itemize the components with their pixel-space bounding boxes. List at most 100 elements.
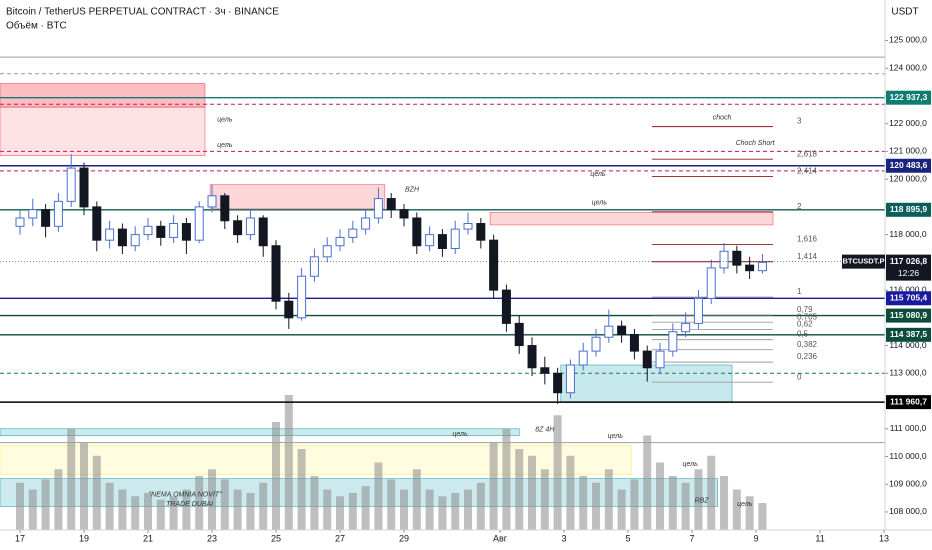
volume-bar bbox=[707, 455, 716, 530]
candle-body bbox=[604, 325, 614, 338]
fib-label: 2,414 bbox=[797, 167, 818, 176]
candle-body bbox=[553, 372, 563, 394]
volume-bar bbox=[400, 489, 409, 530]
volume-bar bbox=[668, 476, 677, 530]
annotation: цель bbox=[590, 171, 606, 178]
y-tick-label: 118 000,0 bbox=[889, 229, 926, 239]
annotation: choch bbox=[713, 114, 732, 121]
candle-body bbox=[527, 345, 537, 369]
zone bbox=[560, 364, 733, 403]
volume-bar bbox=[284, 395, 293, 530]
y-tick-label: 124 000,0 bbox=[889, 62, 927, 72]
candle-body bbox=[399, 209, 409, 219]
candle-body bbox=[361, 217, 371, 230]
volume-bar bbox=[16, 482, 25, 530]
price-tag-label: 115 080,9 bbox=[890, 310, 928, 320]
annotation: цель bbox=[217, 142, 233, 149]
annotation: цель bbox=[452, 431, 468, 438]
fib-label: 3 bbox=[797, 117, 802, 126]
x-tick-label: 25 bbox=[271, 533, 281, 543]
price-tag-label: 114 387,5 bbox=[890, 329, 928, 339]
volume-bar bbox=[156, 499, 165, 530]
volume-bar bbox=[220, 479, 229, 530]
x-tick-label: 5 bbox=[626, 533, 631, 543]
candle-body bbox=[130, 234, 140, 247]
y-tick-label: 116 000,0 bbox=[889, 284, 926, 294]
candle-body bbox=[412, 217, 422, 247]
candle-body bbox=[757, 261, 767, 272]
price-tag-label: 120 483,6 bbox=[890, 160, 928, 170]
volume-bar bbox=[412, 469, 421, 530]
price-tag bbox=[886, 202, 931, 217]
candle-body bbox=[233, 220, 243, 236]
symbol-tag bbox=[842, 254, 885, 269]
volume-bar bbox=[592, 482, 601, 530]
candle-body bbox=[117, 228, 127, 247]
chart-title: Bitcoin / TetherUS PERPETUAL CONTRACT · … bbox=[6, 7, 279, 18]
volume-bar bbox=[694, 469, 703, 530]
volume-bar bbox=[681, 482, 690, 530]
volume-bar bbox=[387, 479, 396, 530]
candle-body bbox=[79, 167, 89, 208]
volume-bar bbox=[451, 492, 460, 530]
countdown: 12:26 bbox=[898, 268, 920, 278]
fib-label: 0,5 bbox=[797, 330, 809, 339]
candle-body bbox=[693, 297, 703, 324]
price-tag bbox=[886, 90, 931, 105]
candle-body bbox=[489, 239, 499, 291]
y-tick-label: 111 000,0 bbox=[890, 423, 927, 433]
zone bbox=[0, 445, 632, 475]
volume-bar bbox=[566, 455, 575, 530]
volume-bar bbox=[105, 482, 114, 530]
x-tick-label: 11 bbox=[815, 533, 824, 543]
price-tag-label: 118 895,9 bbox=[890, 204, 928, 214]
annotation: TRADE DUBAI bbox=[166, 501, 213, 508]
price-tag-label: 122 937,3 bbox=[890, 92, 928, 102]
y-tick-label: 109 000,0 bbox=[889, 478, 927, 488]
fib-label: 1 bbox=[797, 287, 802, 296]
y-tick-label: 113 000,0 bbox=[889, 368, 926, 378]
volume-bar bbox=[131, 496, 140, 530]
x-tick-label: 13 bbox=[879, 533, 889, 543]
volume-bar bbox=[464, 489, 473, 530]
annotation: 8Z 4H bbox=[535, 427, 555, 434]
zone bbox=[0, 83, 206, 108]
candle-body bbox=[425, 234, 435, 247]
candle-body bbox=[181, 223, 191, 241]
candle-body bbox=[15, 217, 25, 227]
zone bbox=[0, 428, 520, 437]
candle-body bbox=[143, 225, 153, 236]
y-tick-label: 108 000,0 bbox=[889, 506, 927, 516]
y-tick-label: 114 000,0 bbox=[889, 340, 926, 350]
price-tag bbox=[886, 395, 931, 410]
fib-label: 0 bbox=[797, 372, 802, 381]
volume-bar bbox=[502, 428, 511, 530]
volume-bar bbox=[438, 496, 447, 530]
annotation: BZH bbox=[405, 186, 420, 193]
x-tick-label: 21 bbox=[143, 533, 153, 543]
volume-bar bbox=[310, 476, 319, 530]
x-tick-label: 27 bbox=[335, 533, 345, 543]
volume-bar bbox=[182, 489, 191, 530]
candle-body bbox=[681, 322, 691, 333]
annotation: цель bbox=[592, 200, 608, 207]
x-tick-label: 29 bbox=[399, 533, 409, 543]
candle-body bbox=[591, 336, 601, 352]
chart-subtitle: Объём · BTC bbox=[6, 20, 67, 32]
fib-label: 0,79 bbox=[797, 305, 813, 314]
annotation: RBZ bbox=[695, 498, 710, 505]
symbol-label: BTCUSDT.P bbox=[842, 257, 884, 266]
price-tag bbox=[886, 254, 931, 281]
fib-label: 2 bbox=[797, 202, 802, 211]
zone bbox=[0, 106, 206, 156]
fib-label: 0,382 bbox=[797, 340, 818, 349]
x-tick-label: 19 bbox=[79, 533, 89, 543]
candle-body bbox=[745, 264, 755, 272]
x-tick-label: 9 bbox=[754, 533, 759, 543]
candle-body bbox=[322, 245, 332, 258]
volume-bar bbox=[758, 503, 767, 530]
volume-bar bbox=[476, 482, 485, 530]
y-tick-label: 120 000,0 bbox=[889, 173, 927, 183]
